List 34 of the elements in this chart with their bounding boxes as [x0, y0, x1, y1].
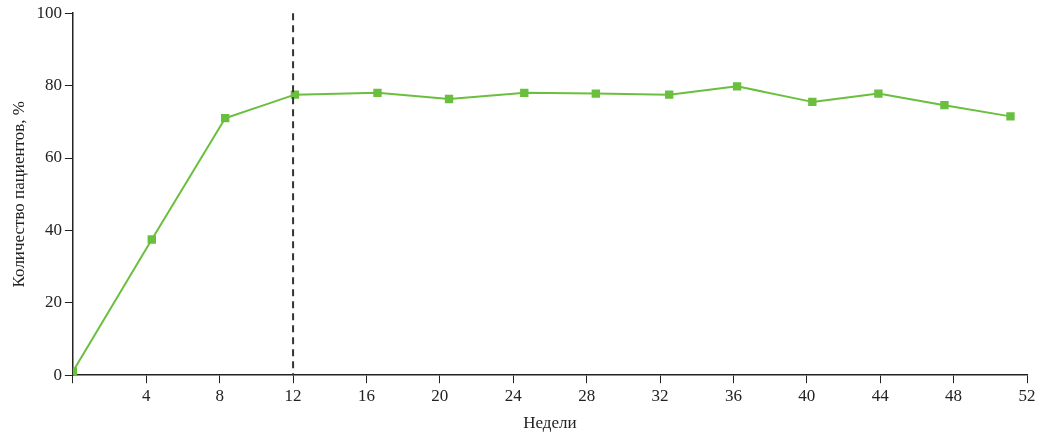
y-tick-label: 40 — [44, 219, 62, 239]
y-tick-label: 80 — [44, 75, 62, 95]
point — [290, 90, 300, 99]
x-tick-label: 12 — [284, 385, 302, 405]
y-tick-label: 60 — [44, 147, 62, 167]
point — [373, 88, 382, 98]
x-axis-title: Недели — [523, 413, 577, 433]
x-tick-label: 52 — [1018, 385, 1036, 405]
point — [221, 114, 230, 123]
x-tick-label: 28 — [578, 385, 596, 405]
y-tick-label: 20 — [44, 292, 62, 312]
y-tick-label: 0 — [53, 364, 62, 384]
point — [665, 90, 674, 99]
x-tick-label: 48 — [945, 385, 963, 405]
y-axis-title: Количество пациентов, % — [8, 101, 28, 288]
point — [1006, 112, 1015, 121]
x-tick-label: 44 — [871, 385, 890, 405]
point — [520, 88, 529, 98]
x-tick-label: 16 — [357, 385, 375, 405]
point — [732, 82, 742, 91]
point — [808, 97, 817, 107]
x-tick-label: 36 — [724, 385, 742, 405]
point — [444, 94, 454, 104]
x-tick-label: 40 — [798, 385, 816, 405]
x-tick-label: 20 — [431, 385, 449, 405]
point — [147, 235, 156, 244]
y-tick-label: 100 — [36, 2, 62, 22]
point — [940, 100, 949, 110]
x-tick-label: 32 — [651, 385, 669, 405]
point — [591, 89, 600, 98]
point — [874, 89, 883, 98]
x-tick-label: 24 — [504, 385, 523, 405]
x-tick-label: 8 — [215, 385, 224, 405]
x-tick-label: 4 — [142, 385, 152, 405]
